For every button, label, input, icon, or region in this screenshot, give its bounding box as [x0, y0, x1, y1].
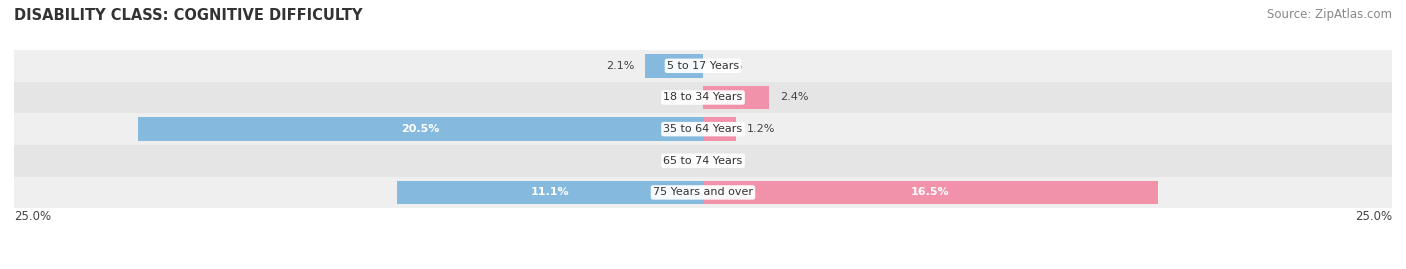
Bar	[14, 50, 1392, 82]
Bar	[14, 145, 1392, 176]
Bar	[703, 180, 1157, 204]
Text: 0.0%: 0.0%	[714, 61, 742, 71]
Text: 11.1%: 11.1%	[530, 187, 569, 197]
Text: 16.5%: 16.5%	[911, 187, 949, 197]
Bar	[14, 176, 1392, 208]
Text: 35 to 64 Years: 35 to 64 Years	[664, 124, 742, 134]
Text: 25.0%: 25.0%	[14, 210, 51, 223]
Text: 1.2%: 1.2%	[747, 124, 776, 134]
Bar	[703, 117, 737, 141]
Text: 20.5%: 20.5%	[401, 124, 440, 134]
Text: 65 to 74 Years: 65 to 74 Years	[664, 156, 742, 166]
Text: Source: ZipAtlas.com: Source: ZipAtlas.com	[1267, 8, 1392, 21]
Text: 0.0%: 0.0%	[664, 156, 692, 166]
Text: 25.0%: 25.0%	[1355, 210, 1392, 223]
Text: DISABILITY CLASS: COGNITIVE DIFFICULTY: DISABILITY CLASS: COGNITIVE DIFFICULTY	[14, 8, 363, 23]
Text: 5 to 17 Years: 5 to 17 Years	[666, 61, 740, 71]
Bar	[645, 54, 703, 78]
Bar	[138, 117, 703, 141]
Text: 2.1%: 2.1%	[606, 61, 634, 71]
Bar	[396, 180, 703, 204]
Bar	[703, 86, 769, 109]
Text: 18 to 34 Years: 18 to 34 Years	[664, 93, 742, 102]
Text: 2.4%: 2.4%	[780, 93, 808, 102]
Bar	[14, 113, 1392, 145]
Bar	[14, 82, 1392, 113]
Text: 0.0%: 0.0%	[664, 93, 692, 102]
Text: 0.0%: 0.0%	[714, 156, 742, 166]
Text: 75 Years and over: 75 Years and over	[652, 187, 754, 197]
